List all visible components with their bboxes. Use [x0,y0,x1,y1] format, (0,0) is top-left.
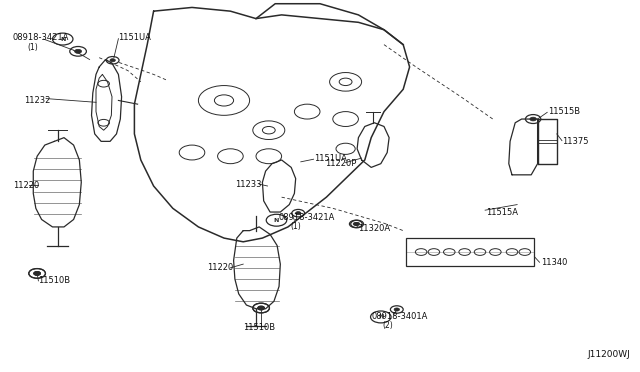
Circle shape [394,308,399,311]
Text: 11320A: 11320A [358,224,390,233]
Text: 08918-3421A: 08918-3421A [13,33,69,42]
Text: 11510B: 11510B [243,323,275,332]
Text: 08918-3421A: 08918-3421A [278,213,335,222]
Circle shape [296,212,301,215]
Circle shape [34,272,40,275]
Text: N: N [60,36,65,42]
Circle shape [258,306,264,310]
Text: 11510B: 11510B [38,276,70,285]
Text: 11220P: 11220P [325,159,356,168]
Text: J11200WJ: J11200WJ [588,350,630,359]
Text: 11375: 11375 [562,137,588,146]
Circle shape [75,49,81,53]
Text: N: N [378,314,383,320]
Text: 1151UA: 1151UA [314,154,346,163]
Circle shape [353,222,358,225]
Text: N: N [274,218,279,223]
Text: 11220: 11220 [13,182,39,190]
Text: 11233: 11233 [236,180,262,189]
Text: (2): (2) [383,321,394,330]
Circle shape [355,222,360,225]
Text: 11232: 11232 [24,96,51,105]
Text: (1): (1) [27,43,38,52]
Bar [406,238,534,266]
Circle shape [110,59,115,62]
Text: 08918-3401A: 08918-3401A [371,312,428,321]
Circle shape [258,306,264,310]
Text: 11220: 11220 [207,263,233,272]
Text: 11515B: 11515B [548,107,580,116]
Text: (1): (1) [290,222,301,231]
Text: 1151UA: 1151UA [118,33,151,42]
Circle shape [34,272,40,275]
Circle shape [530,117,536,121]
Text: 11340: 11340 [541,258,567,267]
Text: 11515A: 11515A [486,208,518,217]
